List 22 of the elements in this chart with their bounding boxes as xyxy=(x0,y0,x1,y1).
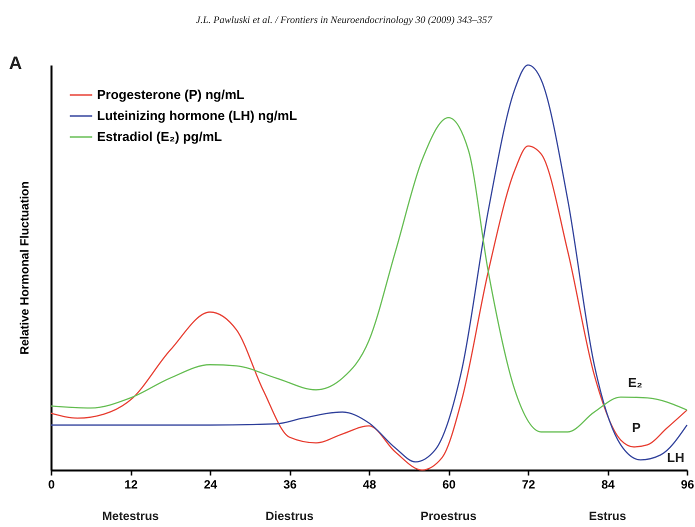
x-tick-label: 48 xyxy=(362,478,376,492)
x-tick-label: 60 xyxy=(442,478,456,492)
x-tick-label: 72 xyxy=(522,478,536,492)
legend-label: Estradiol (E₂) pg/mL xyxy=(97,129,222,144)
y-axis-title: Relative Hormonal Fluctuation xyxy=(18,181,32,355)
legend-label: Luteinizing hormone (LH) ng/mL xyxy=(97,108,298,123)
text: J.L. Pawluski et al. / Frontiers in Neuroendocrinology 30 (2009) 343–357 xyxy=(196,15,494,26)
x-tick-label: 84 xyxy=(601,478,615,492)
legend-label: Progesterone (P) ng/mL xyxy=(97,87,244,102)
x-tick-label: 12 xyxy=(124,478,138,492)
text: Proestrus xyxy=(420,509,477,523)
text: Metestrus xyxy=(102,509,160,523)
x-tick-label: 36 xyxy=(283,478,297,492)
x-tick-label: 24 xyxy=(204,478,218,492)
x-tick-label: 96 xyxy=(680,478,694,492)
text: Estrus xyxy=(588,509,626,523)
annotation: LH xyxy=(667,450,684,465)
annotation: P xyxy=(632,420,641,435)
annotation: E₂ xyxy=(628,375,643,390)
text: Diestrus xyxy=(265,509,314,523)
text: A xyxy=(9,53,22,73)
x-tick-label: 0 xyxy=(48,478,56,492)
